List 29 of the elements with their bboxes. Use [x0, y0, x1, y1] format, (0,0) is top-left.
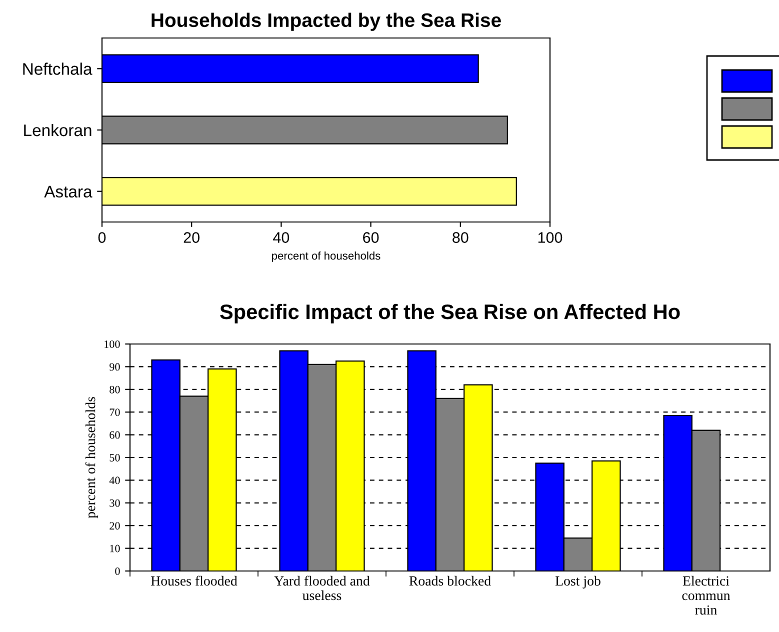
y-tick-label: 30	[110, 499, 120, 507]
y-tick-label: 80	[110, 386, 120, 394]
x-axis-title: percent of households	[272, 252, 380, 262]
y-tick-label: 40	[109, 476, 120, 484]
x-tick-label: 60	[363, 232, 379, 243]
y-tick-label: Neftchala	[23, 62, 92, 75]
y-tick-label: 20	[110, 522, 120, 530]
x-tick-label: Yard flooded and useless	[274, 576, 370, 600]
x-tick-label: Electrici commun ruin	[682, 576, 730, 615]
x-tick-label: Houses flooded	[151, 576, 238, 586]
x-tick-label: 20	[184, 232, 200, 243]
y-tick-label: 100	[104, 340, 120, 348]
x-tick-label: 40	[273, 232, 290, 243]
x-tick-label: 100	[538, 232, 562, 243]
y-tick-label: Lenkoran	[24, 124, 92, 136]
y-tick-label: Astara	[44, 186, 92, 198]
y-tick-label: 90	[110, 363, 120, 371]
x-tick-label: 0	[98, 232, 106, 243]
y-tick-label: 10	[110, 544, 120, 552]
y-tick-label: 60	[110, 431, 120, 439]
y-tick-label: 70	[110, 408, 120, 416]
x-tick-label: 80	[452, 232, 468, 243]
x-tick-label: Roads blocked	[409, 576, 491, 586]
chart-title: Households Impacted by the Sea Rise	[152, 12, 501, 31]
x-tick-label: Lost job	[555, 576, 600, 588]
y-axis-title: percent of households	[85, 397, 98, 518]
y-tick-label: 0	[115, 567, 120, 575]
y-tick-label: 50	[110, 454, 120, 462]
chart-title: Specific Impact of the Sea Rise on Affected Ho	[220, 304, 680, 324]
